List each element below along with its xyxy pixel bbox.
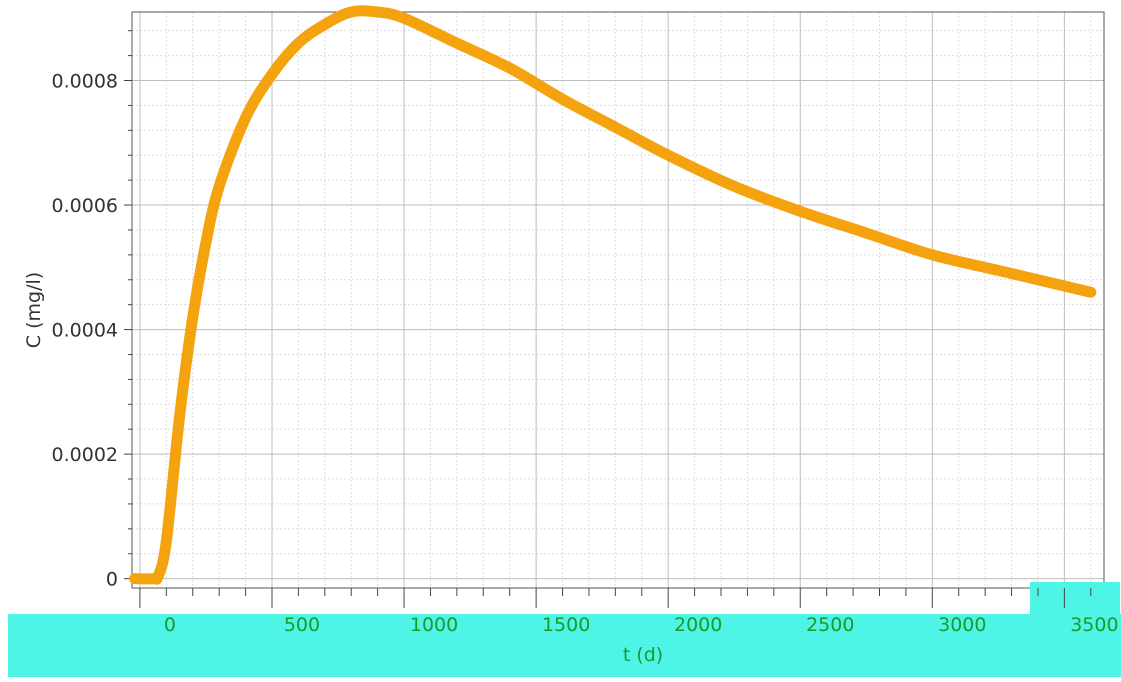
y-tick-label: 0.0004 <box>52 320 118 342</box>
series-layer <box>135 11 1091 579</box>
y-tick-label: 0.0008 <box>52 70 118 92</box>
x-tick-label: 1500 <box>542 614 590 636</box>
x-tick-label: 0 <box>164 614 176 636</box>
y-tick-label: 0 <box>106 569 118 591</box>
y-axis-tick-labels: 0 0.0002 0.0004 0.0006 0.0008 <box>52 70 118 590</box>
y-axis-ticks <box>124 31 132 579</box>
x-tick-label: 2500 <box>806 614 854 636</box>
x-axis-ticks <box>140 588 1091 608</box>
x-tick-label: 500 <box>284 614 320 636</box>
plot-area-frame <box>132 12 1104 588</box>
x-tick-label: 3000 <box>938 614 986 636</box>
y-tick-label: 0.0002 <box>52 444 118 466</box>
x-tick-label: 2000 <box>674 614 722 636</box>
x-tick-label: 3500 <box>1070 614 1118 636</box>
x-tick-label: 1000 <box>410 614 458 636</box>
y-tick-label: 0.0006 <box>52 195 118 217</box>
corner-overlay-patch <box>1030 582 1120 614</box>
major-grid <box>132 12 1104 588</box>
y-axis-title: C (mg/l) <box>23 272 45 348</box>
minor-grid <box>132 12 1104 588</box>
series-line <box>135 11 1091 579</box>
x-axis-title: t (d) <box>623 644 663 666</box>
